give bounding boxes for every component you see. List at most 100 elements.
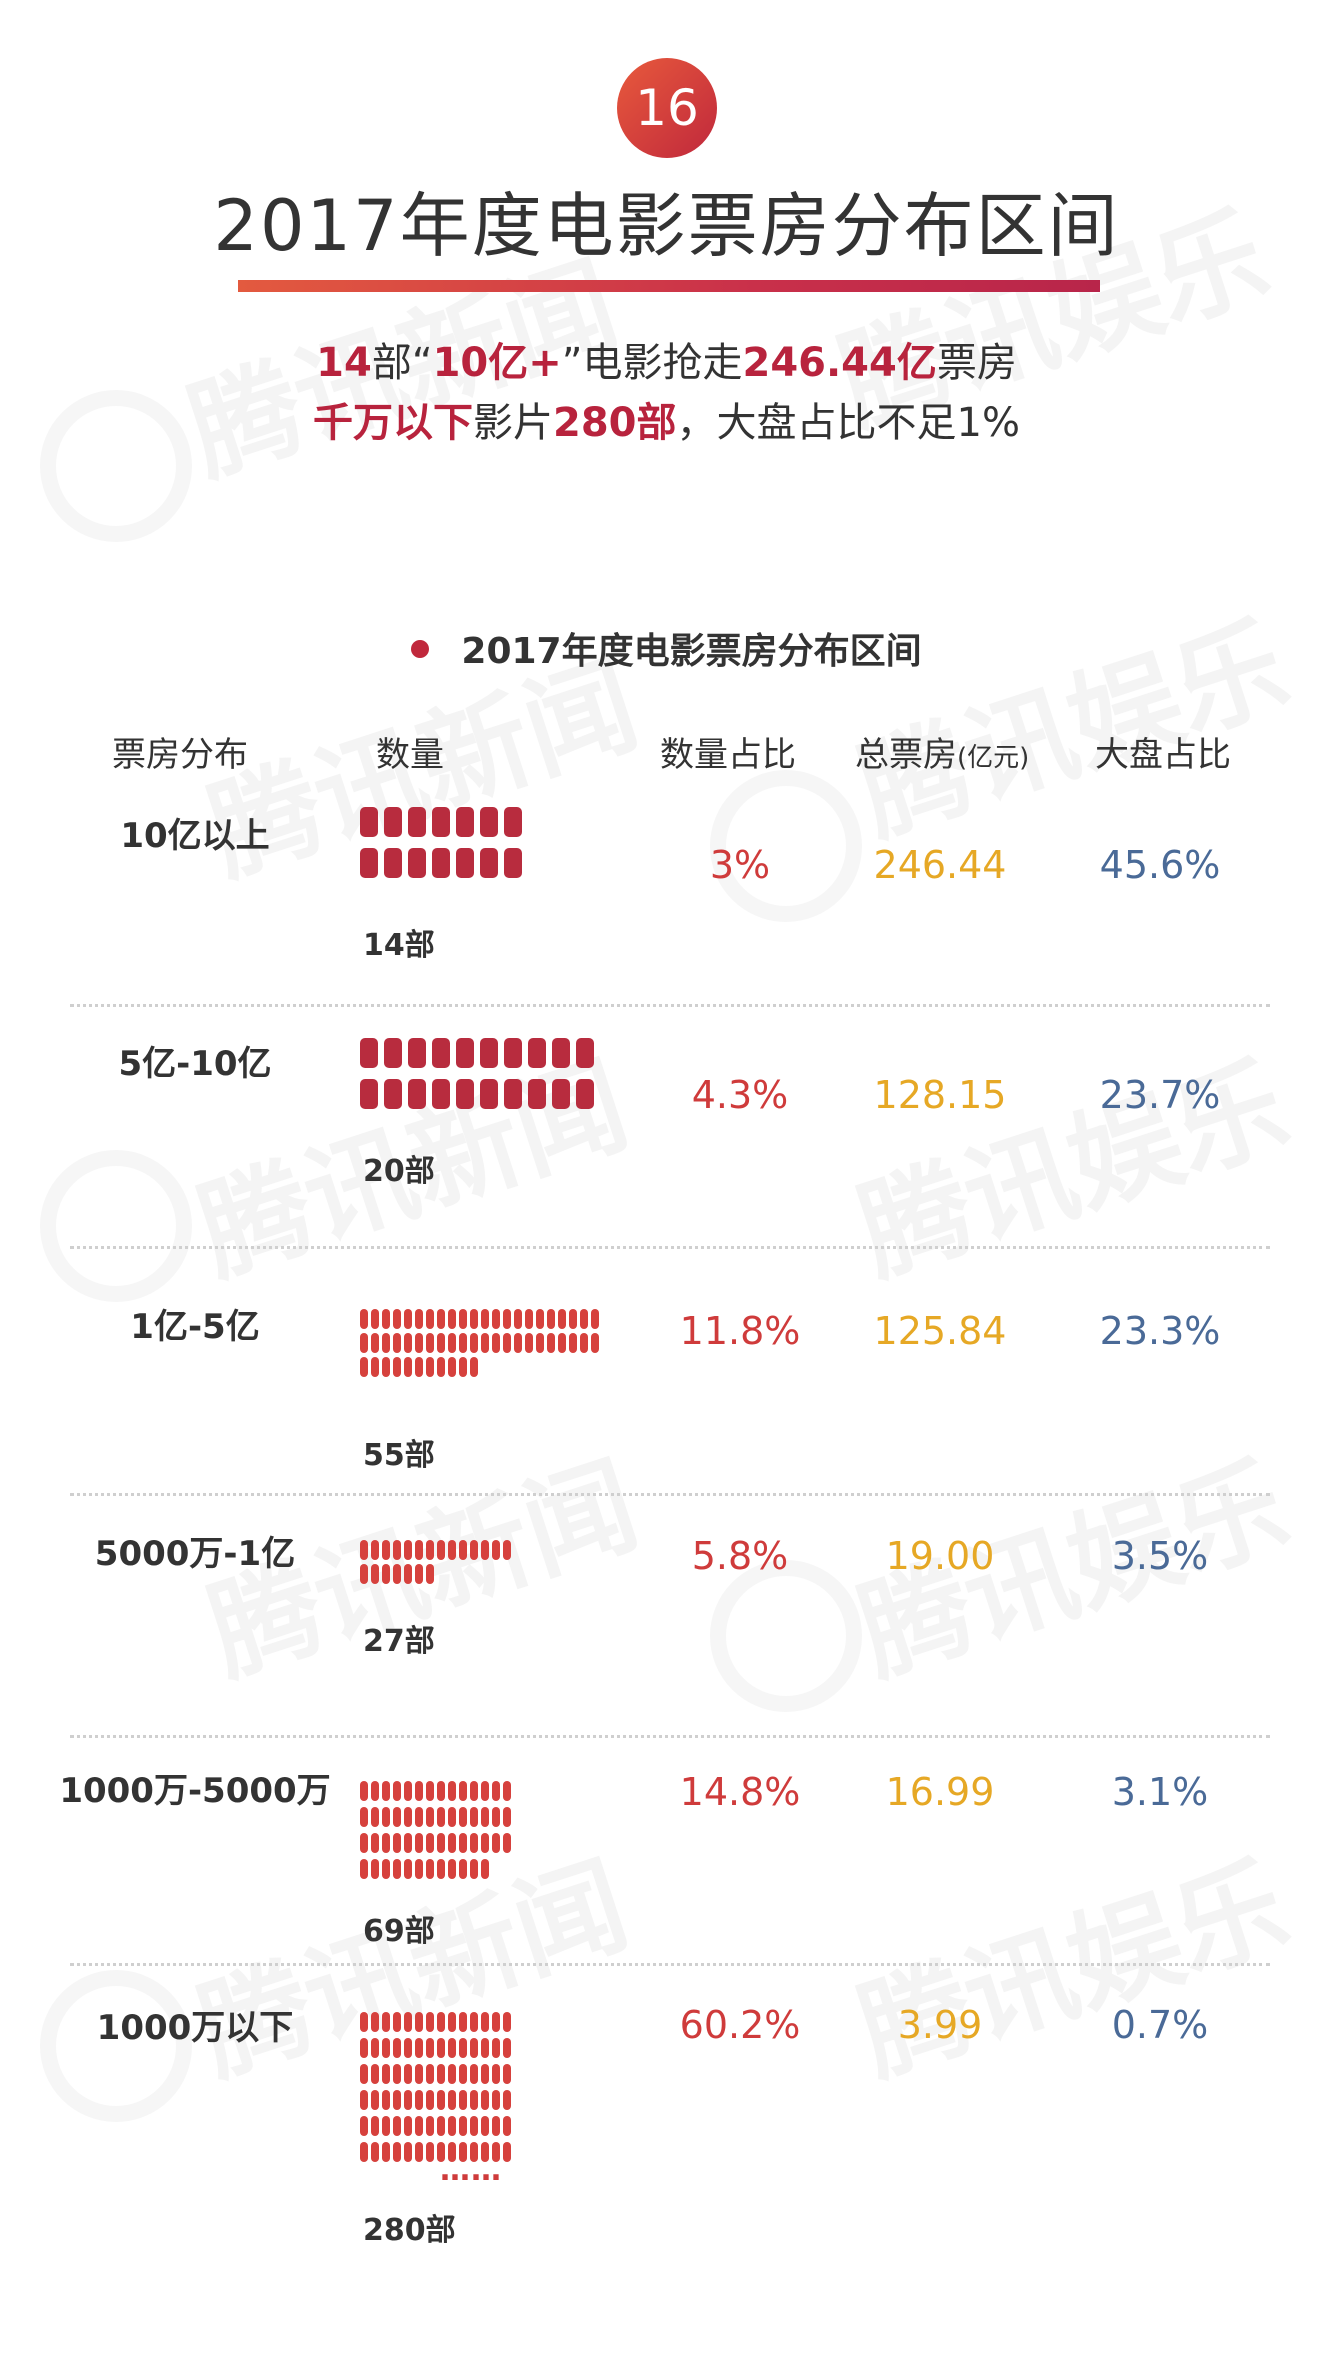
film-pictogram-icon <box>448 1357 456 1377</box>
film-pictogram-icon <box>360 1833 368 1853</box>
subtitle-line-2: 千万以下影片280部，大盘占比不足1% <box>0 390 1333 448</box>
film-pictogram-icon <box>384 1038 402 1068</box>
film-pictogram-icon <box>481 2116 489 2136</box>
film-pictogram-icon <box>503 1309 511 1329</box>
film-pictogram-icon <box>437 1781 445 1801</box>
film-pictogram-icon <box>382 2064 390 2084</box>
film-pictogram-icon <box>525 1309 533 1329</box>
film-pictogram-icon <box>415 2142 423 2162</box>
film-pictogram-icon <box>481 1833 489 1853</box>
film-pictogram-icon <box>504 807 522 837</box>
film-pictogram-icon <box>360 2142 368 2162</box>
film-pictogram-icon <box>437 2064 445 2084</box>
film-pictogram-icon <box>382 1833 390 1853</box>
film-pictogram-icon <box>360 1333 368 1353</box>
market-share-value: 0.7% <box>1111 2003 1209 2047</box>
column-header-count-share: 数量占比 <box>660 735 796 775</box>
film-pictogram-icon <box>459 1807 467 1827</box>
count-share-value: 4.3% <box>691 1073 789 1117</box>
film-pictogram-icon <box>360 1357 368 1377</box>
total-box-office-value: 19.00 <box>885 1534 995 1578</box>
total-box-office-value: 3.99 <box>897 2003 983 2047</box>
film-pictogram-icon <box>528 1079 546 1109</box>
film-pictogram-icon <box>382 1564 390 1584</box>
row-label: 1亿-5亿 <box>130 1307 260 1347</box>
film-pictogram-icon <box>492 1781 500 1801</box>
film-pictogram-icon <box>360 2116 368 2136</box>
film-pictogram-icon <box>503 1833 511 1853</box>
watermark-logo-icon <box>710 1560 862 1712</box>
count-share-value: 5.8% <box>691 1534 789 1578</box>
film-pictogram-icon <box>426 2064 434 2084</box>
film-pictogram-icon <box>481 1807 489 1827</box>
film-pictogram-icon <box>503 1807 511 1827</box>
column-header-unit: (亿元) <box>957 743 1030 773</box>
film-pictogram-icon <box>404 1333 412 1353</box>
film-pictogram-icon <box>448 1833 456 1853</box>
film-pictogram-icon <box>492 2038 500 2058</box>
film-pictogram-icon <box>480 1079 498 1109</box>
film-pictogram-icon <box>503 2116 511 2136</box>
film-pictogram-icon <box>437 2116 445 2136</box>
count-share-value: 14.8% <box>679 1770 801 1814</box>
film-pictogram-icon <box>504 848 522 878</box>
film-pictogram-icon <box>459 2142 467 2162</box>
film-pictogram-icon <box>371 1564 379 1584</box>
film-pictogram-icon <box>470 2090 478 2110</box>
film-pictogram-icon <box>393 1333 401 1353</box>
film-pictogram-icon <box>432 807 450 837</box>
film-pictogram-icon <box>448 2012 456 2032</box>
row-divider <box>70 1963 1270 1966</box>
film-pictogram-icon <box>503 2012 511 2032</box>
film-pictogram-icon <box>448 1859 456 1879</box>
row-divider <box>70 1493 1270 1496</box>
column-header-range: 票房分布 <box>112 735 248 775</box>
film-pictogram-icon <box>448 1781 456 1801</box>
subtitle-text: ”电影抢走 <box>561 340 743 386</box>
subtitle-text: 部“ <box>371 340 433 386</box>
film-pictogram-icon <box>470 1807 478 1827</box>
market-share-value: 45.6% <box>1099 843 1221 887</box>
film-pictogram-icon <box>591 1333 599 1353</box>
film-pictogram-icon <box>382 1781 390 1801</box>
column-header-market-share: 大盘占比 <box>1095 735 1231 775</box>
total-box-office-value: 128.15 <box>873 1073 1007 1117</box>
film-pictogram-icon <box>470 1833 478 1853</box>
film-pictogram-icon <box>360 2064 368 2084</box>
film-pictogram-icon <box>384 848 402 878</box>
film-pictogram-icon <box>569 1309 577 1329</box>
film-pictogram-icon <box>426 1357 434 1377</box>
film-pictogram-icon <box>415 2064 423 2084</box>
film-pictogram-icon <box>415 2090 423 2110</box>
film-pictogram-icon <box>504 1038 522 1068</box>
film-pictogram-icon <box>393 2142 401 2162</box>
market-share-value: 23.7% <box>1099 1073 1221 1117</box>
film-pictogram-icon <box>448 1807 456 1827</box>
film-pictogram-icon <box>448 1540 456 1560</box>
film-pictogram-icon <box>426 1781 434 1801</box>
film-pictogram-icon <box>371 2012 379 2032</box>
subtitle-highlight: 10亿+ <box>432 340 562 386</box>
film-pictogram-icon <box>371 1309 379 1329</box>
film-pictogram-icon <box>432 1079 450 1109</box>
film-pictogram-icon <box>547 1333 555 1353</box>
film-pictogram-icon <box>492 1333 500 1353</box>
film-pictogram-icon <box>492 1833 500 1853</box>
film-pictogram-icon <box>408 1079 426 1109</box>
film-pictogram-icon <box>371 1333 379 1353</box>
film-pictogram-icon <box>382 1309 390 1329</box>
row-divider <box>70 1735 1270 1738</box>
market-share-value: 3.1% <box>1111 1770 1209 1814</box>
film-pictogram-icon <box>481 1781 489 1801</box>
row-label: 5000万-1亿 <box>94 1534 296 1574</box>
film-pictogram-icon <box>456 848 474 878</box>
film-pictogram-icon <box>503 1333 511 1353</box>
film-pictogram-icon <box>459 1309 467 1329</box>
film-pictogram-icon <box>404 2038 412 2058</box>
film-pictogram-icon <box>492 2116 500 2136</box>
film-pictogram-icon <box>528 1038 546 1068</box>
film-pictogram-icon <box>459 1781 467 1801</box>
film-pictogram-icon <box>415 2012 423 2032</box>
film-pictogram-icon <box>448 2142 456 2162</box>
film-pictogram-icon <box>525 1333 533 1353</box>
